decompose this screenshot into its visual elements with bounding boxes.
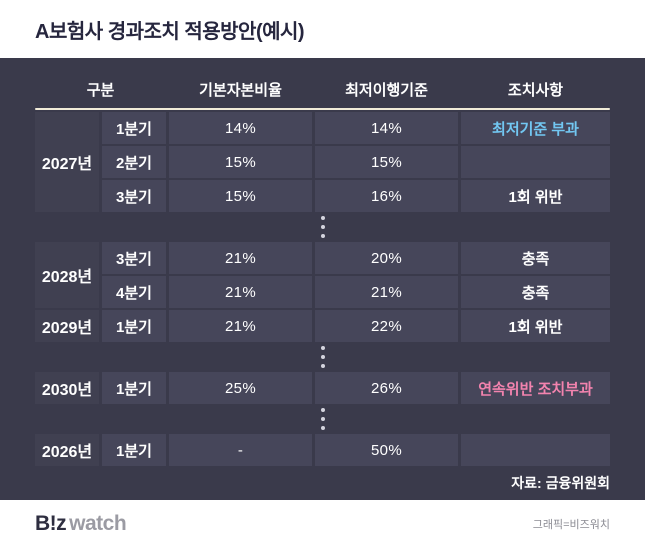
quarter-cell: 1분기: [102, 310, 166, 342]
action-cell: [461, 146, 610, 178]
graphic-credit: 그래픽=비즈워치: [532, 518, 610, 531]
ratio-cell: 14%: [169, 112, 312, 144]
year-cell-2027: 2027년: [35, 112, 99, 212]
ratio-cell: 21%: [169, 310, 312, 342]
standard-cell: 16%: [315, 180, 458, 212]
standard-cell: 50%: [315, 434, 458, 466]
quarter-cell: 1분기: [102, 434, 166, 466]
ratio-cell: 21%: [169, 242, 312, 274]
footer-bar: B!z watch 그래픽=비즈워치: [0, 500, 645, 547]
page-title: A보험사 경과조치 적용방안(예시): [35, 20, 305, 43]
quarter-cell: 3분기: [102, 242, 166, 274]
standard-cell: 15%: [315, 146, 458, 178]
standard-cell: 26%: [315, 372, 458, 404]
col-header-action: 조치사항: [507, 81, 564, 99]
col-header-capital-ratio: 기본자본비율: [199, 81, 282, 99]
ratio-cell: 15%: [169, 180, 312, 212]
logo-primary-text: B!z: [35, 511, 67, 535]
quarter-cell: 3분기: [102, 180, 166, 212]
standard-cell: 21%: [315, 276, 458, 308]
header-underline: [35, 108, 610, 110]
quarter-cell: 1분기: [102, 372, 166, 404]
action-cell: 1회 위반: [461, 310, 610, 342]
ratio-cell: 21%: [169, 276, 312, 308]
ellipsis-separator: [35, 406, 610, 432]
year-cell-2030: 2030년: [35, 372, 99, 404]
action-cell: 충족: [461, 276, 610, 308]
quarter-cell: 4분기: [102, 276, 166, 308]
col-header-category: 구분: [86, 81, 115, 99]
title-bar: A보험사 경과조치 적용방안(예시): [0, 0, 645, 58]
ellipsis-separator: [35, 344, 610, 370]
table-panel: 구분 기본자본비율 최저이행기준 조치사항 2027년 1분기 14% 14% …: [0, 58, 645, 500]
year-cell-2029: 2029년: [35, 310, 99, 342]
quarter-cell: 2분기: [102, 146, 166, 178]
col-header-minimum-standard: 최저이행기준: [345, 81, 428, 99]
standard-cell: 22%: [315, 310, 458, 342]
data-table: 구분 기본자본비율 최저이행기준 조치사항 2027년 1분기 14% 14% …: [35, 72, 610, 466]
ratio-cell: -: [169, 434, 312, 466]
bizwatch-logo: B!z watch: [35, 511, 127, 536]
action-cell: 1회 위반: [461, 180, 610, 212]
year-cell-2028: 2028년: [35, 242, 99, 308]
ratio-cell: 15%: [169, 146, 312, 178]
standard-cell: 20%: [315, 242, 458, 274]
standard-cell: 14%: [315, 112, 458, 144]
year-cell-2026: 2026년: [35, 434, 99, 466]
source-credit: 자료: 금융위원회: [511, 475, 610, 491]
ratio-cell: 25%: [169, 372, 312, 404]
action-cell: 최저기준 부과: [461, 112, 610, 144]
action-cell: 충족: [461, 242, 610, 274]
logo-secondary-text: watch: [69, 511, 127, 535]
action-cell: [461, 434, 610, 466]
action-cell: 연속위반 조치부과: [461, 372, 610, 404]
ellipsis-separator: [35, 214, 610, 240]
quarter-cell: 1분기: [102, 112, 166, 144]
